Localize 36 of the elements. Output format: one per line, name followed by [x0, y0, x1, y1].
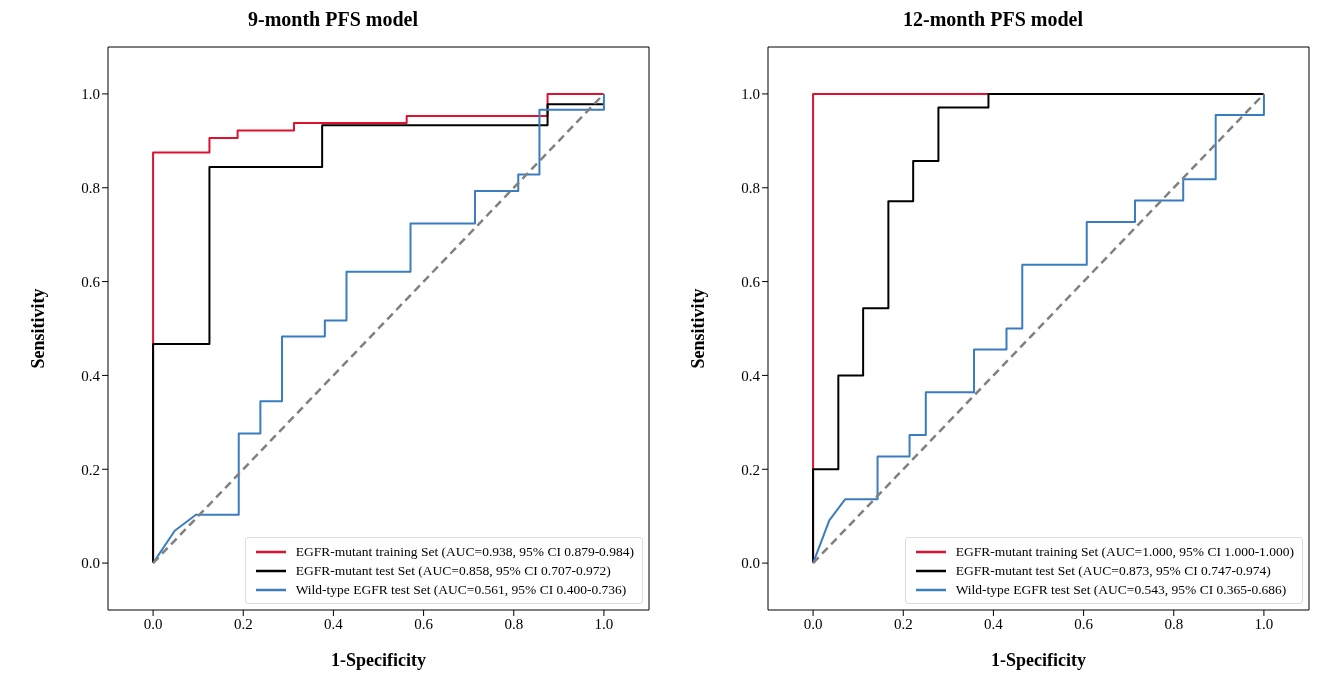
x-tick-label: 1.0 [1254, 615, 1274, 632]
x-tick-label: 0.8 [1164, 615, 1184, 632]
y-tick-label: 0.2 [741, 461, 760, 478]
y-axis-title: Sensitivity [688, 288, 709, 369]
legend-label: EGFR-mutant training Set (AUC=1.000, 95% CI 1.000-1.000) [955, 543, 1294, 560]
legend-label: EGFR-mutant test Set (AUC=0.858, 95% CI 0.707-0.972) [295, 562, 611, 579]
y-tick-label: 1.0 [81, 86, 100, 103]
x-tick-label: 0.0 [803, 615, 823, 632]
chart-title: 9-month PFS model [247, 8, 419, 32]
x-axis-title: 1-Specificity [991, 650, 1086, 670]
y-tick-label: 0.8 [741, 180, 760, 197]
y-tick-label: 0.4 [81, 367, 101, 384]
x-tick-label: 0.4 [984, 615, 1004, 632]
x-tick-label: 1.0 [594, 615, 614, 632]
y-tick-label: 0.6 [81, 273, 101, 290]
y-tick-label: 0.0 [741, 555, 760, 572]
x-tick-label: 0.6 [1074, 615, 1094, 632]
x-tick-label: 0.2 [233, 615, 253, 632]
y-tick-label: 0.0 [81, 555, 100, 572]
y-tick-label: 0.8 [81, 180, 100, 197]
legend-label: Wild-type EGFR test Set (AUC=0.543, 95% CI 0.365-0.686) [955, 581, 1287, 598]
y-tick-label: 0.6 [741, 273, 761, 290]
legend-label: EGFR-mutant training Set (AUC=0.938, 95% CI 0.879-0.984) [295, 543, 634, 560]
y-axis-title: Sensitivity [28, 288, 49, 369]
x-tick-label: 0.0 [143, 615, 163, 632]
x-tick-label: 0.4 [324, 615, 344, 632]
y-tick-label: 0.4 [741, 367, 761, 384]
chart-title: 12-month PFS model [902, 8, 1084, 32]
x-tick-label: 0.2 [893, 615, 913, 632]
legend-label: EGFR-mutant test Set (AUC=0.873, 95% CI 0.747-0.974) [955, 562, 1271, 579]
legend-label: Wild-type EGFR test Set (AUC=0.561, 95% CI 0.400-0.736) [295, 581, 627, 598]
y-tick-label: 1.0 [741, 86, 760, 103]
x-axis-title: 1-Specificity [331, 650, 426, 670]
x-tick-label: 0.6 [414, 615, 434, 632]
y-tick-label: 0.2 [81, 461, 100, 478]
x-tick-label: 0.8 [504, 615, 524, 632]
